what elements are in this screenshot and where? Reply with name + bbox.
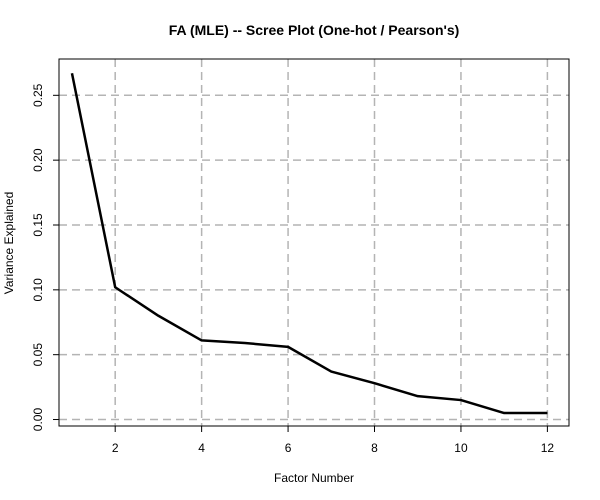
y-axis: 0.00 0.05 0.10 0.15 0.20 0.25 <box>31 83 59 431</box>
x-tick-label-2: 6 <box>285 441 292 455</box>
y-tick-label-4: 0.20 <box>31 148 45 172</box>
x-axis: 2 4 6 8 10 12 <box>112 426 555 455</box>
chart-title: FA (MLE) -- Scree Plot (One-hot / Pearso… <box>169 22 460 38</box>
x-tick-label-5: 12 <box>541 441 555 455</box>
y-tick-label-2: 0.10 <box>31 278 45 302</box>
plot-frame <box>58 58 570 427</box>
y-tick-label-3: 0.15 <box>31 213 45 237</box>
grid-layer <box>59 59 569 426</box>
y-axis-label: Variance Explained <box>2 192 16 295</box>
x-tick-label-4: 10 <box>454 441 468 455</box>
y-tick-label-1: 0.05 <box>31 343 45 367</box>
series-layer <box>70 73 548 415</box>
x-tick-label-1: 4 <box>198 441 205 455</box>
y-tick-label-5: 0.25 <box>31 83 45 107</box>
x-axis-label: Factor Number <box>274 471 354 485</box>
x-tick-label-0: 2 <box>112 441 119 455</box>
series-line-0 <box>70 73 548 415</box>
y-tick-label-0: 0.00 <box>31 408 45 432</box>
x-tick-label-3: 8 <box>371 441 378 455</box>
